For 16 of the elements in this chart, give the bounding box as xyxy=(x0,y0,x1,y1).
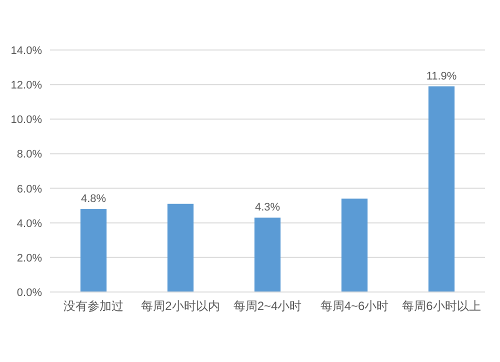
x-tick-label: 没有参加过 xyxy=(64,299,124,313)
x-tick-label: 每周4~6小时 xyxy=(320,299,389,313)
y-tick-label: 4.0% xyxy=(16,218,42,230)
x-tick-label: 每周6小时以上 xyxy=(402,299,481,313)
x-tick-label: 每周2小时以内 xyxy=(141,299,220,313)
data-label: 4.3% xyxy=(254,202,280,214)
y-tick-label: 10.0% xyxy=(10,114,42,126)
data-label: 11.9% xyxy=(426,70,457,82)
y-tick-label: 0.0% xyxy=(16,287,42,299)
x-tick-label: 每周2~4小时 xyxy=(233,299,302,313)
y-tick-label: 6.0% xyxy=(16,183,42,196)
data-label: 4.8% xyxy=(80,193,106,206)
y-tick-label: 8.0% xyxy=(16,148,42,161)
y-tick-label: 2.0% xyxy=(16,252,42,264)
y-tick-label: 14.0% xyxy=(10,45,42,57)
y-tick-label: 12.0% xyxy=(10,80,42,92)
